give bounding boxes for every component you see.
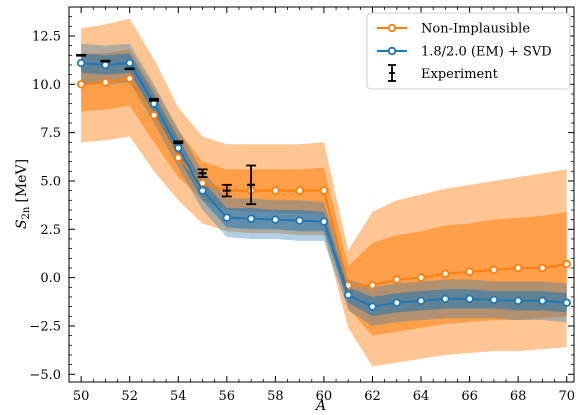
experiment-point (197, 168, 208, 179)
em-svd-point (538, 296, 547, 306)
y-tick-label: −5.0 (29, 368, 61, 383)
em-svd-point (271, 215, 280, 224)
x-tick-label: 64 (413, 389, 430, 404)
y-tick-label: 10.0 (32, 78, 61, 93)
legend-marker-em-svd (387, 46, 397, 56)
em-svd-point (295, 216, 304, 225)
x-tick-label: 62 (364, 389, 381, 404)
legend: Non-Implausible 1.8/2.0 (EM) + SVD Exper… (366, 12, 571, 90)
experiment-point (173, 140, 184, 145)
non-implausible-point (76, 80, 86, 89)
em-svd-point (368, 302, 377, 311)
em-svd-point (319, 217, 329, 226)
x-tick-label: 70 (558, 389, 575, 404)
y-tick-label: 7.5 (40, 126, 61, 141)
experiment-point (246, 164, 257, 206)
em-svd-point (246, 214, 256, 223)
em-svd-point (198, 186, 207, 195)
em-svd-point (513, 296, 523, 306)
y-tick-label: 0.0 (40, 271, 61, 286)
x-tick-label: 54 (170, 389, 187, 404)
y-axis-title-main: S (14, 219, 30, 229)
x-tick-label: 60 (316, 389, 333, 404)
em-svd-point (441, 294, 450, 304)
experiment-point (100, 59, 111, 63)
non-implausible-point (416, 273, 426, 282)
y-tick-label: 12.5 (32, 29, 61, 44)
legend-box (366, 12, 571, 90)
y-tick-label: 2.5 (40, 223, 61, 238)
em-svd-point (562, 298, 571, 307)
y-tick-label: −2.5 (29, 319, 61, 334)
non-implausible-point (562, 259, 571, 269)
y-tick-label: 5.0 (40, 174, 61, 189)
x-tick-label: 56 (219, 389, 236, 404)
em-svd-point (222, 213, 232, 222)
non-implausible-point (368, 281, 377, 290)
legend-marker-non-implausible (387, 23, 397, 33)
experiment-errorbars (76, 54, 257, 206)
x-tick-label: 52 (121, 389, 138, 404)
em-svd-point (392, 298, 401, 307)
non-implausible-point (271, 186, 280, 195)
em-svd-point (489, 295, 499, 305)
non-implausible-point (441, 269, 450, 278)
non-implausible-point (489, 265, 499, 275)
non-implausible-point (295, 186, 304, 195)
em-svd-point (76, 58, 86, 68)
em-svd-point (344, 290, 353, 300)
non-implausible-point (125, 74, 134, 83)
non-implausible-point (101, 78, 110, 87)
y-axis-title: S2n [MeV] (14, 159, 32, 229)
x-tick-label: 50 (73, 389, 90, 404)
legend-label-non-implausible: Non-Implausible (421, 22, 530, 37)
non-implausible-point (538, 263, 547, 273)
em-svd-point (465, 294, 474, 304)
legend-label-em-svd: 1.8/2.0 (EM) + SVD (421, 45, 552, 60)
legend-label-experiment: Experiment (421, 67, 499, 82)
experiment-point (124, 67, 135, 71)
x-tick-label: 66 (461, 389, 478, 404)
em-svd-point (416, 296, 426, 306)
experiment-point (76, 54, 87, 57)
axis-tick-labels: 50 52 54 56 58 60 62 64 66 68 70 −5.0 −2.5 0.0 2.5 5.0 7… (29, 29, 575, 404)
em-svd-point (101, 60, 110, 70)
non-implausible-point (513, 263, 523, 273)
non-implausible-point (465, 267, 474, 277)
em-svd-point (125, 58, 134, 68)
plot-frame (68, 6, 575, 383)
non-implausible-point (149, 111, 159, 120)
non-implausible-point (392, 275, 401, 284)
experiment-point (148, 97, 159, 102)
y-axis-title-sub: 2n (21, 206, 32, 219)
non-implausible-point (319, 186, 329, 195)
x-axis-title: A (314, 398, 326, 414)
y-axis-title-unit: [MeV] (14, 159, 30, 203)
em-svd-point (174, 143, 183, 153)
x-tick-label: 58 (267, 389, 284, 404)
non-implausible-point (174, 153, 183, 162)
axis-ticks (68, 6, 574, 382)
x-tick-label: 68 (510, 389, 527, 404)
experiment-point (221, 183, 232, 198)
